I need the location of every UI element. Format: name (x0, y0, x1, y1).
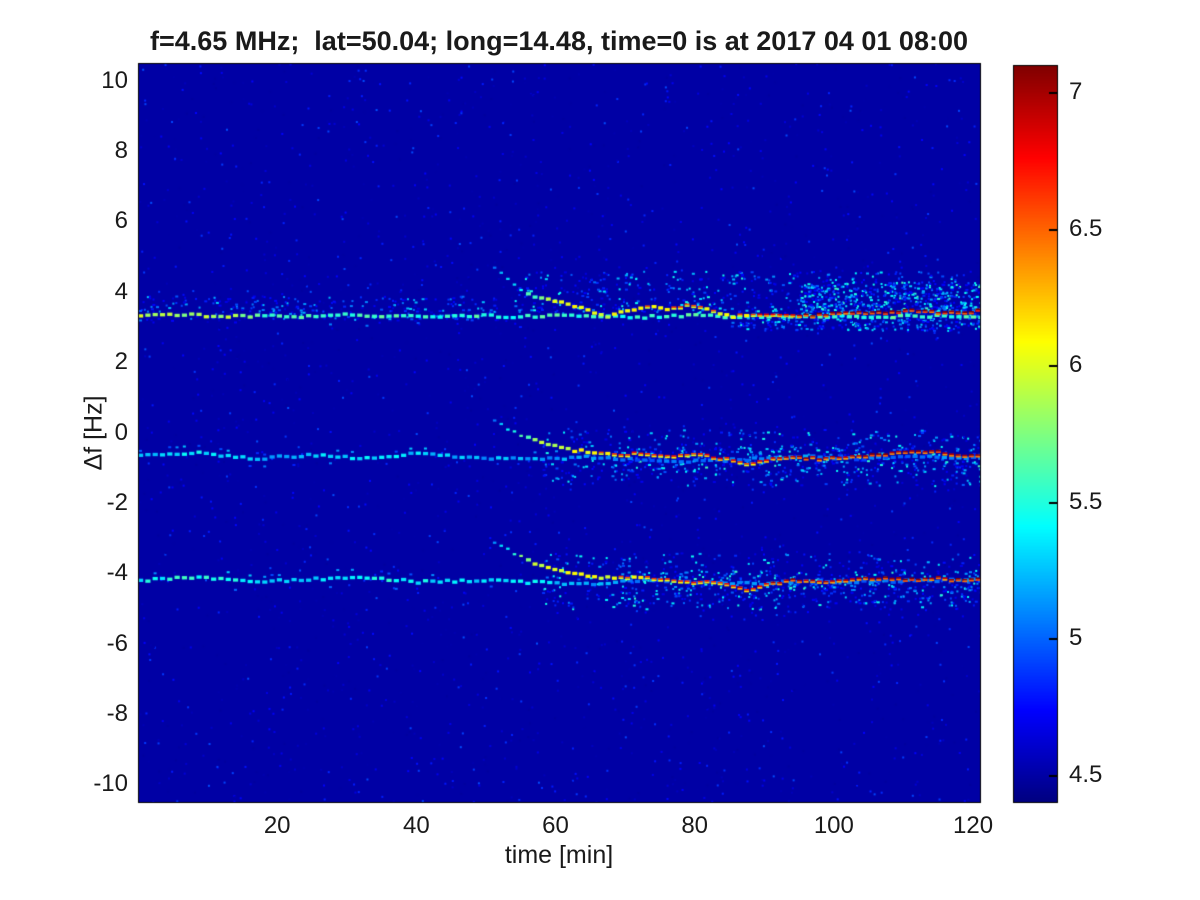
y-tick-label: -8 (106, 700, 128, 728)
y-tick-label: -10 (93, 770, 128, 798)
x-tick-label: 60 (542, 812, 569, 839)
y-tick-label: -4 (106, 559, 128, 587)
y-tick-label: 2 (114, 348, 128, 376)
colorbar-tick-label: 5 (1069, 624, 1083, 652)
x-tick-label: 20 (263, 812, 291, 839)
x-tick-label: 120 (953, 812, 994, 839)
colorbar-tick-label: 6.5 (1069, 214, 1103, 242)
x-axis-label: time [min] (504, 841, 614, 869)
y-tick-label: 0 (114, 418, 128, 446)
y-tick-label: 8 (114, 136, 128, 164)
colorbar-tick-label: 5.5 (1069, 487, 1103, 515)
colorbar-tick-label: 4.5 (1069, 760, 1103, 788)
colorbar-tick-label: 6 (1069, 351, 1083, 379)
y-tick-label: -6 (106, 629, 128, 657)
x-tick-label: 40 (402, 812, 430, 839)
y-tick-label: -2 (106, 488, 128, 516)
plot-title: f=4.65 MHz; lat=50.04; long=14.48, time=… (150, 26, 968, 56)
y-tick-label: 4 (114, 277, 128, 305)
x-tick-label: 100 (813, 812, 854, 839)
y-tick-label: 6 (114, 207, 128, 235)
y-tick-label: 10 (101, 66, 128, 94)
colorbar-tick-label: 7 (1069, 78, 1083, 106)
x-tick-label: 80 (681, 812, 709, 839)
